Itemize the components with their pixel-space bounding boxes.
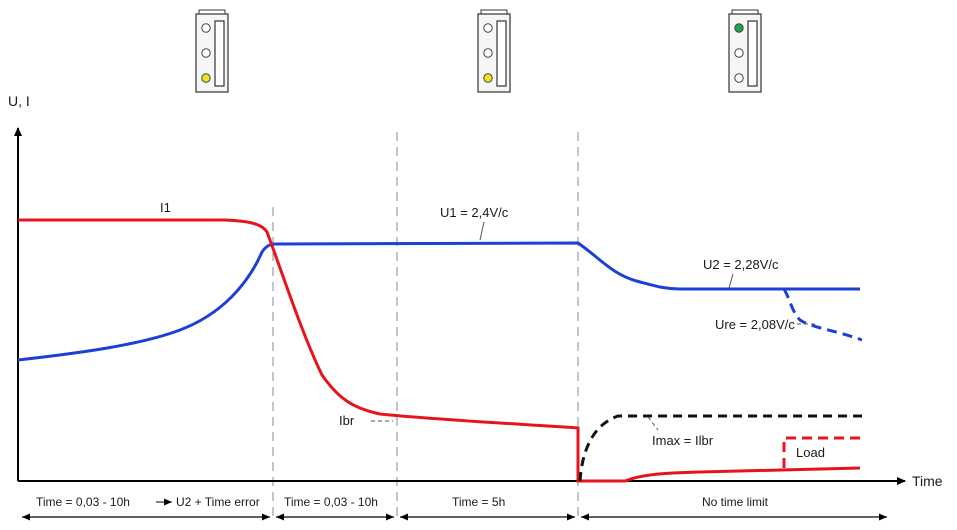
imax-label: Imax = Ilbr <box>652 433 714 448</box>
led-middle-icon <box>734 48 744 58</box>
u2-leader <box>728 273 734 289</box>
phase-1-extra-label: U2 + Time error <box>176 495 260 509</box>
x-axis-label: Time <box>912 473 943 489</box>
indicator-display-icon <box>496 20 507 87</box>
load-label: Load <box>796 445 825 460</box>
imax-leader <box>647 416 659 431</box>
indicator-panel-2 <box>477 9 511 93</box>
led-middle-icon <box>483 48 493 58</box>
phase-4-label: No time limit <box>702 495 769 509</box>
u2-label: U2 = 2,28V/c <box>703 257 779 272</box>
phase-1-label: Time = 0,03 - 10h <box>36 495 130 509</box>
u1-label: U1 = 2,4V/c <box>440 205 509 220</box>
voltage-drop-curve <box>782 288 863 342</box>
i1-label: I1 <box>160 200 171 215</box>
led-top-icon <box>483 23 493 33</box>
indicator-panel-1 <box>195 9 229 93</box>
phase-3-label: Time = 5h <box>452 495 505 509</box>
indicator-panels <box>195 9 762 93</box>
phase-dividers <box>272 132 579 520</box>
u1-leader <box>479 221 485 241</box>
led-top-icon <box>201 23 211 33</box>
voltage-curve <box>17 241 860 362</box>
led-bottom-icon <box>483 73 493 83</box>
indicator-display-icon <box>747 20 758 87</box>
phase-2-label: Time = 0,03 - 10h <box>284 495 378 509</box>
led-top-icon <box>734 23 744 33</box>
led-bottom-icon <box>201 73 211 83</box>
indicator-panel-3 <box>728 9 762 93</box>
leader-lines <box>371 221 818 431</box>
current-curve <box>18 218 861 483</box>
ibr-label: Ibr <box>339 413 355 428</box>
y-axis-label: U, I <box>8 93 30 109</box>
load-curve <box>782 436 862 468</box>
led-bottom-icon <box>734 73 744 83</box>
ure-label: Ure = 2,08V/c <box>715 317 795 332</box>
led-middle-icon <box>201 48 211 58</box>
imax-curve <box>578 414 862 482</box>
indicator-display-icon <box>214 20 225 87</box>
